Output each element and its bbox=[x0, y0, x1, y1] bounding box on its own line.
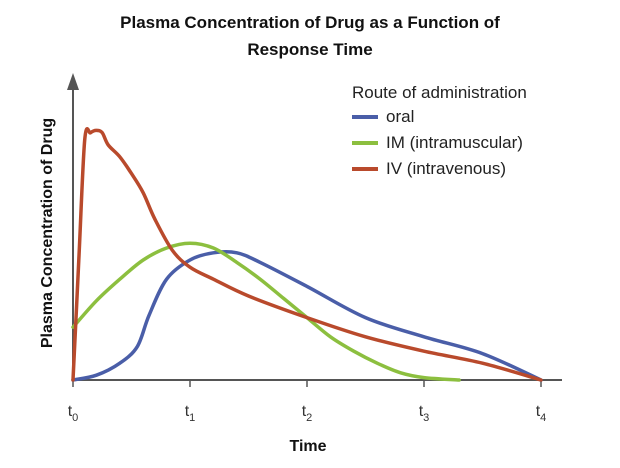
x-tick-label-0: t0 bbox=[68, 403, 79, 424]
series-line-2 bbox=[71, 127, 543, 382]
series-lines bbox=[71, 127, 543, 382]
legend-label-1: IM (intramuscular) bbox=[386, 133, 523, 152]
x-tick-label-2: t2 bbox=[302, 403, 313, 424]
axes bbox=[67, 73, 562, 381]
legend: Route of administration oral IM (intramus… bbox=[352, 83, 527, 178]
chart-title-line-2: Response Time bbox=[247, 40, 372, 59]
legend-title: Route of administration bbox=[352, 83, 527, 102]
y-axis-label: Plasma Concentration of Drug bbox=[39, 118, 56, 348]
x-tick-label-1: t1 bbox=[185, 403, 196, 424]
legend-label-2: IV (intravenous) bbox=[386, 159, 506, 178]
series-line-0 bbox=[71, 250, 543, 382]
y-axis-arrow bbox=[67, 73, 79, 90]
x-ticks: t0 t1 t2 t3 t4 bbox=[68, 380, 547, 424]
x-axis-label: Time bbox=[289, 438, 326, 455]
x-tick-label-3: t3 bbox=[419, 403, 430, 424]
x-tick-label-4: t4 bbox=[536, 403, 547, 424]
chart-title-line-1: Plasma Concentration of Drug as a Functi… bbox=[120, 13, 500, 32]
series-line-1 bbox=[71, 241, 461, 382]
legend-label-0: oral bbox=[386, 107, 414, 126]
